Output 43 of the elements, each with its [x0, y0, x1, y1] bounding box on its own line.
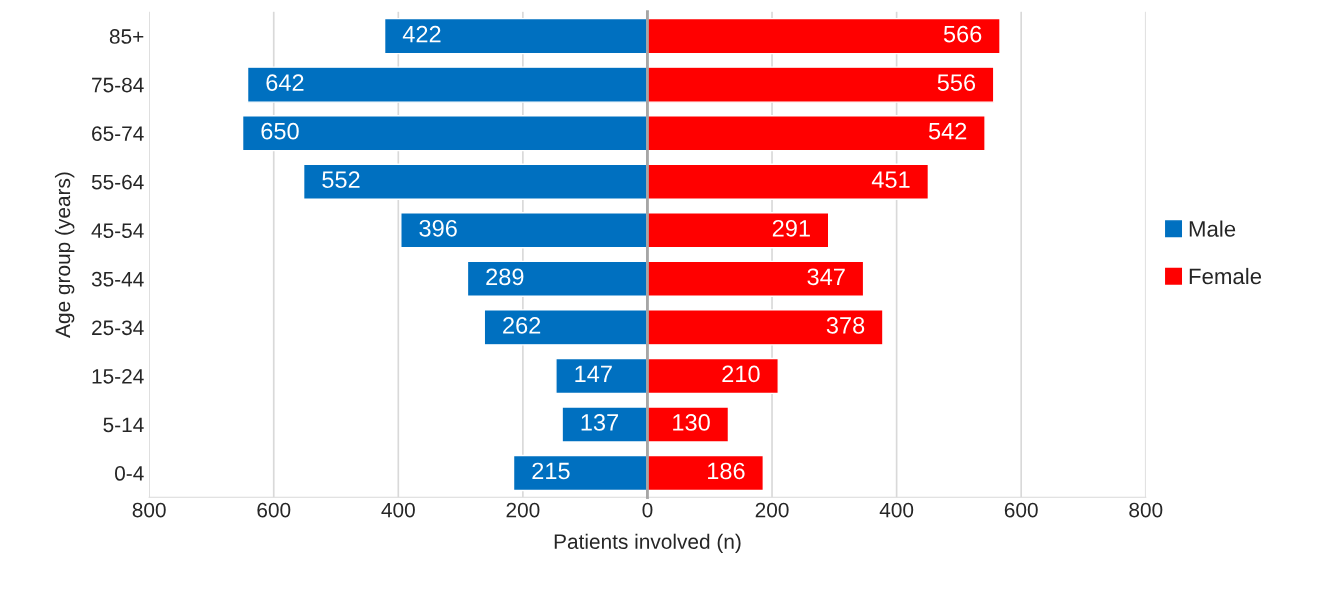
data-label: 642: [266, 74, 304, 91]
x-axis-title: Patients involved (n): [554, 533, 741, 554]
data-label: 137: [581, 414, 619, 431]
data-label: 147: [575, 365, 612, 383]
data-label: 289: [486, 268, 524, 286]
x-tick-label: 800: [1129, 502, 1163, 518]
y-tick-label: 45-54: [91, 223, 144, 239]
y-tick-label: 55-64: [91, 174, 144, 190]
data-label: 396: [419, 219, 457, 237]
y-tick-label: 15-24: [92, 368, 144, 384]
data-label: 650: [261, 122, 299, 140]
y-tick-label: 65-74: [92, 126, 144, 141]
data-label: 291: [772, 219, 810, 237]
data-label: 542: [928, 122, 967, 140]
data-label: 552: [322, 171, 360, 189]
x-tick-label: 400: [879, 502, 914, 518]
legend-label: Male: [1189, 220, 1236, 237]
x-tick-label: 200: [755, 502, 789, 518]
data-label: 215: [532, 462, 570, 480]
data-label: 378: [826, 316, 865, 334]
x-tick-label: 200: [506, 502, 540, 518]
y-tick-label: 0-4: [115, 466, 144, 481]
data-label: 262: [503, 316, 541, 334]
data-label: 210: [722, 365, 760, 383]
x-tick-label: 600: [1004, 502, 1038, 518]
y-tick-label: 85+: [109, 29, 144, 44]
y-tick-label: 5-14: [103, 417, 144, 433]
legend-label: Female: [1189, 267, 1262, 285]
data-label: 186: [708, 462, 745, 480]
y-tick-label: 35-44: [91, 271, 144, 287]
data-label: 130: [673, 414, 710, 431]
x-tick-label: 400: [381, 502, 415, 518]
x-tick-label: 800: [132, 502, 166, 518]
data-label: 451: [871, 171, 910, 189]
y-tick-label: 75-84: [92, 77, 144, 93]
x-tick-label: 600: [257, 502, 291, 518]
y-tick-label: 25-34: [92, 320, 144, 336]
y-axis-title: Age group (years): [54, 172, 75, 338]
data-label: 347: [807, 268, 845, 286]
data-label: 422: [402, 25, 441, 43]
data-label: 556: [937, 74, 976, 91]
x-tick-label: 0: [642, 502, 653, 518]
data-label: 566: [943, 25, 982, 43]
